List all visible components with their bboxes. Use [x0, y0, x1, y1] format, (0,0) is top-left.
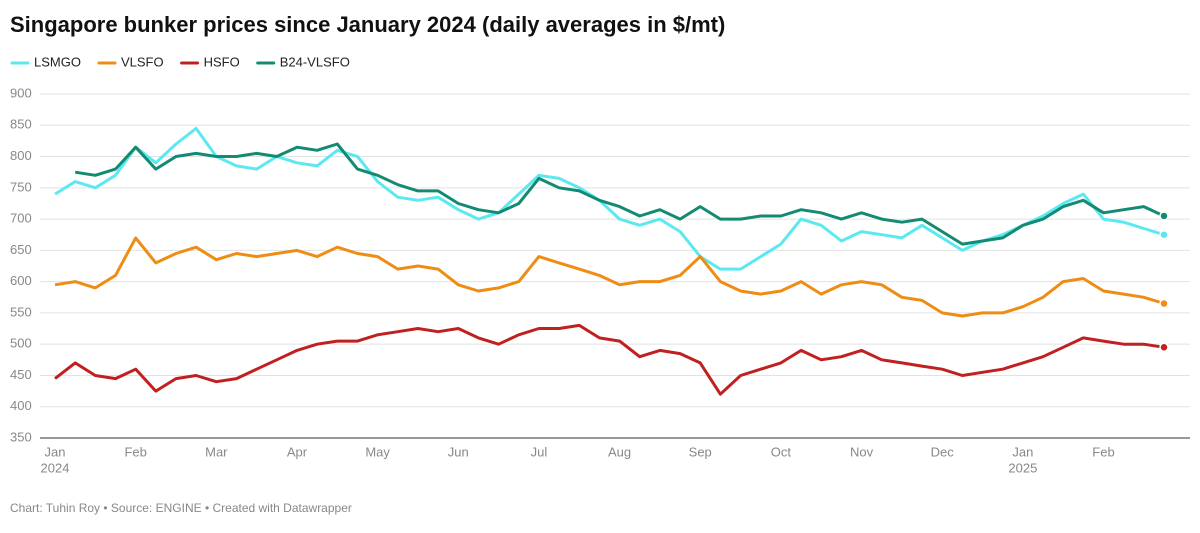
end-dot — [1159, 229, 1169, 240]
end-dot — [1159, 298, 1169, 309]
chart-title: Singapore bunker prices since January 20… — [10, 12, 725, 37]
x-tick-label: Jan — [1012, 444, 1033, 459]
x-tick-label: Jun — [448, 444, 469, 459]
series-line — [54, 126, 1165, 271]
end-dot — [1159, 211, 1169, 221]
legend-label: B24-VLSFO — [280, 54, 350, 69]
x-tick-label: May — [365, 444, 390, 459]
x-tick-label: Dec — [931, 444, 955, 459]
x-tick-label: Feb — [124, 444, 146, 459]
y-tick-label: 900 — [10, 85, 32, 100]
x-tick-label: Jan — [45, 444, 66, 459]
x-tick-label: Mar — [205, 444, 228, 459]
end-dot — [1159, 342, 1169, 353]
y-tick-label: 350 — [10, 429, 32, 444]
x-tick-label: Sep — [689, 444, 712, 459]
x-year-label: 2025 — [1008, 460, 1037, 475]
x-year-label: 2024 — [41, 460, 70, 475]
y-tick-label: 650 — [10, 242, 32, 257]
legend-label: VLSFO — [121, 54, 164, 69]
series-line — [54, 236, 1165, 318]
series-line — [74, 142, 1165, 246]
x-tick-label: Aug — [608, 444, 631, 459]
y-tick-label: 750 — [10, 179, 32, 194]
x-tick-label: Oct — [771, 444, 792, 459]
y-tick-label: 850 — [10, 117, 32, 132]
y-tick-label: 800 — [10, 148, 32, 163]
x-tick-label: Feb — [1092, 444, 1114, 459]
y-tick-label: 550 — [10, 304, 32, 319]
x-tick-label: Apr — [287, 444, 308, 459]
y-tick-label: 700 — [10, 211, 32, 226]
y-tick-label: 400 — [10, 398, 32, 413]
source-note: Chart: Tuhin Roy • Source: ENGINE • Crea… — [10, 501, 352, 515]
legend-label: HSFO — [204, 54, 240, 69]
x-tick-label: Nov — [850, 444, 874, 459]
y-tick-label: 500 — [10, 336, 32, 351]
x-tick-label: Jul — [531, 444, 548, 459]
y-tick-label: 600 — [10, 273, 32, 288]
legend-label: LSMGO — [34, 54, 81, 69]
series-line — [54, 323, 1165, 396]
y-tick-label: 450 — [10, 367, 32, 382]
